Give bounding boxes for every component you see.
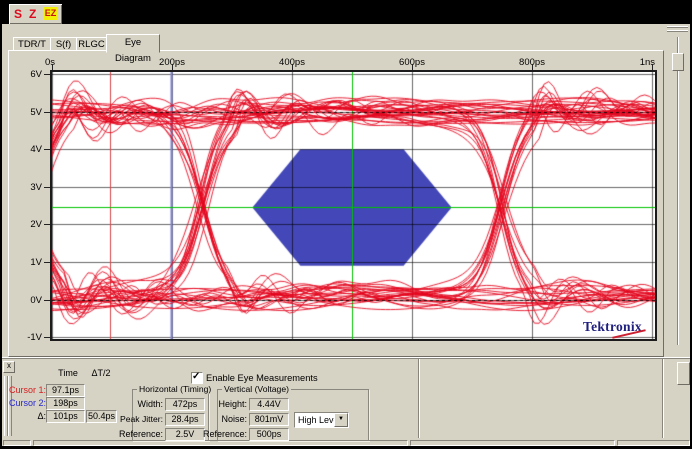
peak-jitter-label: Peak Jitter: — [118, 414, 163, 425]
height-value: 4.44V — [249, 398, 289, 411]
tab-sf-label: S(f) — [56, 39, 71, 50]
x-tick-mark — [292, 64, 293, 70]
y-tick-mark — [44, 224, 50, 225]
v-reference-value: 500ps — [249, 428, 289, 441]
cursor1-time-value: 97.1ps — [46, 384, 85, 397]
y-tick-mark — [44, 337, 50, 338]
eye-ez-icon[interactable]: EZ — [43, 7, 58, 20]
tab-eye-diagram-label: Eye Diagram — [115, 37, 151, 64]
vertical-voltage-title: Vertical (Voltage) — [222, 384, 291, 394]
delta-label: Δ: — [6, 411, 46, 422]
toolbar: S Z EZ — [8, 3, 63, 25]
y-tick-mark — [44, 187, 50, 188]
y-tick-label: 1V — [16, 257, 42, 268]
y-tick-label: 0V — [16, 295, 42, 306]
level-select-dropdown[interactable]: High Level ▼ — [294, 412, 349, 428]
y-tick-label: 5V — [16, 107, 42, 118]
tab-rlgc-label: RLGC — [78, 39, 104, 50]
v-reference-label: Reference: — [203, 429, 247, 440]
right-slider-thumb[interactable] — [672, 53, 684, 71]
eye-diagram-canvas[interactable] — [52, 72, 655, 339]
x-tick-mark — [172, 64, 173, 70]
h-reference-value: 2.5V — [165, 428, 205, 441]
dropdown-button[interactable]: ▼ — [334, 413, 348, 427]
right-slider-track[interactable] — [677, 37, 679, 345]
close-x-icon: x — [7, 361, 11, 370]
enable-eye-measurements-checkbox[interactable]: ✓ — [191, 372, 203, 384]
tab-rlgc[interactable]: RLGC — [76, 37, 107, 51]
x-tick-mark — [52, 64, 53, 70]
cursor1-label: Cursor 1: — [6, 385, 46, 396]
enable-eye-measurements-label: Enable Eye Measurements — [206, 373, 318, 384]
col-header-time: Time — [50, 368, 86, 379]
checkmark-icon: ✓ — [192, 371, 200, 382]
width-label: Width: — [118, 399, 163, 410]
y-tick-label: 3V — [16, 182, 42, 193]
status-bar-segment — [617, 440, 690, 446]
x-tick-mark — [652, 64, 653, 70]
panel-divider-right — [662, 359, 664, 438]
tab-tdrt[interactable]: TDR/T — [13, 37, 51, 51]
impedance-icon[interactable]: Z — [29, 7, 36, 21]
width-value: 472ps — [165, 398, 205, 411]
cursor2-label: Cursor 2: — [6, 398, 46, 409]
right-scroll-grip[interactable] — [667, 24, 688, 34]
x-tick-label: 0s — [45, 57, 55, 68]
horizontal-timing-title: Horizontal (Timing) — [137, 384, 213, 394]
height-label: Height: — [203, 399, 247, 410]
noise-label: Noise: — [203, 414, 247, 425]
x-tick-mark — [532, 64, 533, 70]
peak-jitter-value: 28.4ps — [165, 413, 205, 426]
col-header-dt2: ΔT/2 — [85, 368, 117, 379]
chevron-down-icon: ▼ — [335, 414, 347, 425]
tab-sf[interactable]: S(f) — [50, 37, 77, 51]
tab-eye-diagram[interactable]: Eye Diagram — [106, 34, 160, 53]
y-tick-label: -1V — [16, 332, 42, 343]
h-reference-label: Reference: — [118, 429, 163, 440]
panel-close-button[interactable]: x — [3, 361, 15, 373]
y-tick-label: 4V — [16, 144, 42, 155]
y-tick-mark — [44, 112, 50, 113]
delta-dt2-value: 50.4ps — [86, 410, 117, 423]
y-tick-mark — [44, 300, 50, 301]
y-tick-mark — [44, 262, 50, 263]
right-slider-endcap[interactable] — [677, 362, 690, 385]
status-bar-segment — [410, 440, 615, 446]
tab-tdrt-label: TDR/T — [18, 39, 46, 50]
s-parameter-icon[interactable]: S — [14, 7, 22, 21]
y-tick-label: 2V — [16, 219, 42, 230]
delta-time-value: 101ps — [46, 410, 85, 423]
status-bar-segment — [3, 440, 31, 446]
panel-divider — [418, 359, 420, 438]
y-tick-mark — [44, 74, 50, 75]
noise-value: 801mV — [249, 413, 289, 426]
y-tick-label: 6V — [16, 69, 42, 80]
panel-splitter[interactable] — [2, 357, 690, 359]
y-tick-mark — [44, 149, 50, 150]
tektronix-logo: Tektronix — [583, 318, 642, 336]
status-bar-segment — [33, 440, 408, 446]
cursor2-time-value: 198ps — [46, 397, 85, 410]
x-tick-mark — [412, 64, 413, 70]
